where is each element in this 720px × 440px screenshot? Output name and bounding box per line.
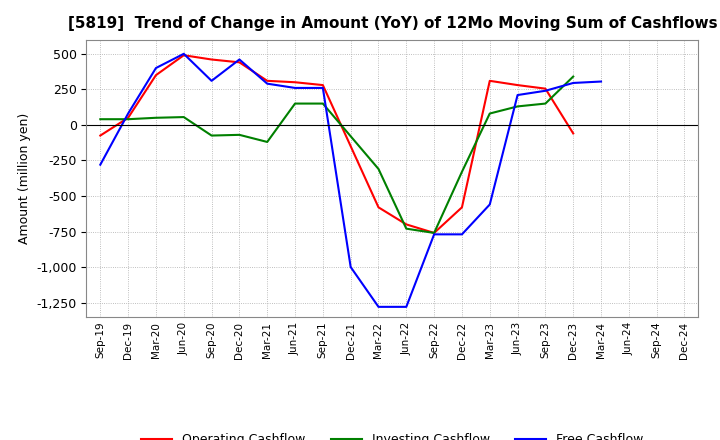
Investing Cashflow	[485, 111, 494, 116]
Operating Cashflow	[124, 115, 132, 121]
Free Cashflow	[291, 85, 300, 91]
Investing Cashflow	[179, 114, 188, 120]
Free Cashflow	[458, 232, 467, 237]
Free Cashflow	[96, 162, 104, 167]
Operating Cashflow	[485, 78, 494, 84]
Operating Cashflow	[430, 230, 438, 235]
Operating Cashflow	[458, 205, 467, 210]
Investing Cashflow	[291, 101, 300, 106]
Free Cashflow	[152, 66, 161, 71]
Investing Cashflow	[569, 74, 577, 79]
Free Cashflow	[346, 264, 355, 270]
Operating Cashflow	[207, 57, 216, 62]
Investing Cashflow	[318, 101, 327, 106]
Free Cashflow	[374, 304, 383, 309]
Free Cashflow	[485, 202, 494, 207]
Free Cashflow	[318, 85, 327, 91]
Investing Cashflow	[513, 104, 522, 109]
Free Cashflow	[402, 304, 410, 309]
Investing Cashflow	[430, 230, 438, 235]
Title: [5819]  Trend of Change in Amount (YoY) of 12Mo Moving Sum of Cashflows: [5819] Trend of Change in Amount (YoY) o…	[68, 16, 717, 32]
Operating Cashflow	[96, 133, 104, 138]
Free Cashflow	[541, 88, 550, 93]
Investing Cashflow	[152, 115, 161, 121]
Investing Cashflow	[541, 101, 550, 106]
Free Cashflow	[430, 232, 438, 237]
Investing Cashflow	[207, 133, 216, 138]
Investing Cashflow	[263, 139, 271, 145]
Line: Operating Cashflow: Operating Cashflow	[100, 55, 573, 233]
Operating Cashflow	[179, 53, 188, 58]
Operating Cashflow	[263, 78, 271, 84]
Investing Cashflow	[96, 117, 104, 122]
Free Cashflow	[207, 78, 216, 84]
Legend: Operating Cashflow, Investing Cashflow, Free Cashflow: Operating Cashflow, Investing Cashflow, …	[136, 429, 649, 440]
Line: Free Cashflow: Free Cashflow	[100, 54, 601, 307]
Operating Cashflow	[541, 86, 550, 91]
Operating Cashflow	[291, 80, 300, 85]
Operating Cashflow	[513, 82, 522, 88]
Investing Cashflow	[124, 117, 132, 122]
Operating Cashflow	[374, 205, 383, 210]
Operating Cashflow	[152, 73, 161, 78]
Free Cashflow	[569, 81, 577, 86]
Free Cashflow	[235, 57, 243, 62]
Investing Cashflow	[235, 132, 243, 137]
Free Cashflow	[513, 92, 522, 98]
Free Cashflow	[263, 81, 271, 86]
Operating Cashflow	[318, 82, 327, 88]
Investing Cashflow	[458, 169, 467, 174]
Operating Cashflow	[235, 60, 243, 65]
Investing Cashflow	[402, 226, 410, 231]
Y-axis label: Amount (million yen): Amount (million yen)	[18, 113, 31, 244]
Line: Investing Cashflow: Investing Cashflow	[100, 77, 573, 233]
Investing Cashflow	[374, 166, 383, 172]
Free Cashflow	[597, 79, 606, 84]
Operating Cashflow	[402, 222, 410, 227]
Free Cashflow	[179, 51, 188, 56]
Free Cashflow	[124, 111, 132, 116]
Operating Cashflow	[569, 131, 577, 136]
